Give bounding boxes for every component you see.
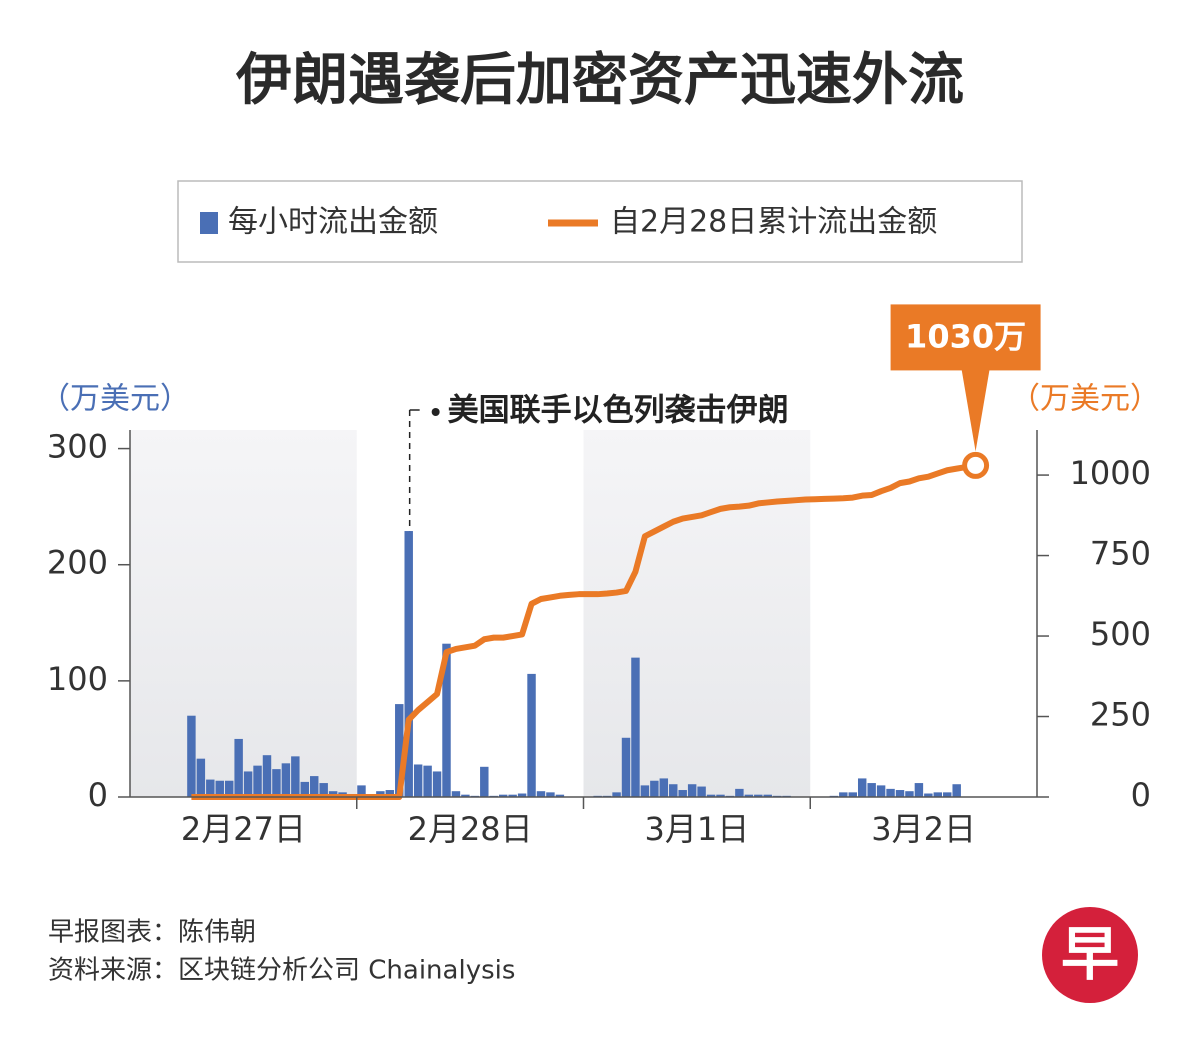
- bar: [224, 780, 234, 797]
- bar: [650, 780, 659, 797]
- bar: [517, 793, 527, 797]
- bar: [640, 785, 650, 797]
- footer-source: 资料来源：区块链分析公司 Chainalysis: [48, 956, 515, 986]
- logo: [1042, 907, 1138, 1003]
- bar: [498, 794, 508, 797]
- legend-box: [177, 180, 1023, 263]
- bar: [432, 771, 442, 797]
- bar: [546, 792, 555, 797]
- y2-tick-label: 250: [1090, 696, 1151, 734]
- bar: [659, 778, 669, 797]
- logo-text: 早: [1061, 920, 1119, 988]
- bar: [310, 776, 319, 797]
- y-tick-label: 100: [47, 660, 108, 698]
- bar: [687, 784, 697, 797]
- event-label: 美国联手以色列袭击伊朗: [448, 393, 789, 429]
- callout-box: [890, 304, 1041, 371]
- bar: [839, 792, 848, 797]
- bar: [272, 769, 281, 797]
- bar: [706, 794, 716, 797]
- bar: [735, 788, 744, 797]
- bar: [669, 784, 678, 797]
- y2-axis-label: （万美元）: [1010, 382, 1160, 417]
- bar: [886, 788, 895, 797]
- bar: [215, 780, 224, 797]
- x-tick-label: 2月27日: [181, 810, 306, 848]
- bar: [319, 783, 328, 797]
- bar: [895, 790, 905, 797]
- bar: [555, 794, 565, 797]
- bar: [196, 758, 206, 797]
- y-tick-label: 200: [47, 544, 108, 582]
- bar: [716, 794, 725, 797]
- legend-label: 自2月28日累计流出金额: [610, 205, 937, 240]
- x-tick-label: 3月2日: [871, 810, 976, 848]
- bar: [678, 790, 687, 797]
- bar: [924, 793, 933, 797]
- bar: [404, 531, 413, 797]
- y2-tick-label: 1000: [1070, 454, 1151, 492]
- bar: [914, 783, 924, 797]
- bar: [423, 765, 432, 797]
- bar: [952, 784, 961, 797]
- bar: [243, 771, 253, 797]
- bar: [754, 794, 763, 797]
- end-marker: [962, 451, 990, 479]
- bar: [395, 704, 404, 797]
- bar: [461, 794, 470, 797]
- day-shade: [130, 430, 357, 797]
- bar: [744, 794, 754, 797]
- bar: [262, 755, 272, 797]
- bar: [933, 792, 943, 797]
- bar: [905, 791, 914, 797]
- bar: [442, 643, 451, 797]
- bar: [631, 657, 640, 797]
- bar: [697, 786, 706, 797]
- legend-swatch: [200, 212, 218, 234]
- y-tick-label: 300: [47, 428, 108, 466]
- x-tick-label: 3月1日: [645, 810, 750, 848]
- data-label: 1030万: [905, 317, 1026, 355]
- bar: [206, 779, 215, 797]
- day-shade: [583, 430, 811, 797]
- bar: [291, 756, 300, 797]
- y-tick-label: 0: [88, 776, 108, 814]
- bar: [253, 765, 262, 797]
- bar: [612, 792, 621, 797]
- bar: [451, 791, 461, 797]
- bar: [385, 790, 395, 797]
- bar: [480, 766, 489, 797]
- chart-title: 伊朗遇袭后加密资产迅速外流: [235, 48, 964, 113]
- bar: [187, 715, 196, 797]
- bar: [300, 781, 310, 797]
- bar: [848, 792, 857, 797]
- callout-pointer: [961, 369, 990, 452]
- bar: [857, 778, 867, 797]
- y2-tick-label: 750: [1090, 535, 1151, 573]
- x-tick-label: 2月28日: [408, 810, 533, 848]
- legend-label: 每小时流出金额: [228, 205, 438, 240]
- footer-credit: 早报图表：陈伟朝: [48, 918, 256, 948]
- event-dot: [431, 408, 440, 416]
- bar: [281, 763, 291, 797]
- bar: [413, 764, 423, 797]
- y2-tick-label: 500: [1090, 615, 1151, 653]
- bar: [943, 792, 952, 797]
- bar: [234, 738, 243, 797]
- bar: [621, 737, 631, 797]
- bar: [357, 785, 366, 797]
- bar: [508, 794, 517, 797]
- bar: [763, 794, 772, 797]
- bar: [536, 791, 546, 797]
- y-axis-label: （万美元）: [40, 382, 190, 417]
- y2-tick-label: 0: [1131, 776, 1151, 814]
- bar: [527, 673, 536, 797]
- bar: [876, 785, 886, 797]
- bar: [867, 783, 876, 797]
